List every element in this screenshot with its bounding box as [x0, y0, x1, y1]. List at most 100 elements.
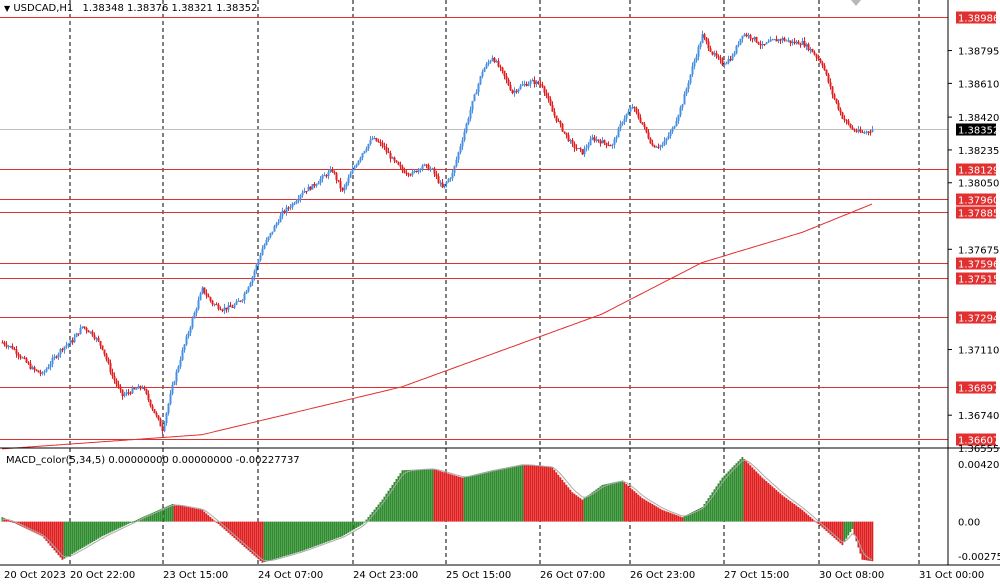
candle-body	[189, 327, 192, 333]
candle-body	[61, 349, 64, 351]
candle-body	[309, 186, 312, 190]
macd-bar	[655, 506, 658, 522]
macd-bar	[563, 482, 566, 522]
candle-body	[409, 174, 412, 176]
macd-bar	[729, 469, 732, 522]
candle-body	[491, 57, 494, 61]
candle-body	[619, 124, 622, 129]
candle-body	[297, 198, 300, 201]
candle-body	[333, 171, 336, 174]
macd-bar	[555, 472, 558, 522]
macd-bar	[307, 521, 310, 549]
candle-body	[689, 74, 692, 83]
candle-body	[779, 39, 782, 41]
candle-body	[11, 345, 14, 349]
time-axis-label: 26 Oct 23:00	[630, 570, 695, 581]
macd-bar	[119, 521, 122, 528]
macd-bar	[803, 511, 806, 522]
macd-bar	[215, 521, 218, 523]
candle-body	[417, 169, 420, 172]
macd-bar	[743, 459, 746, 522]
macd-bar	[395, 479, 398, 522]
macd-bar	[717, 483, 720, 522]
macd-bar	[825, 521, 828, 532]
candle-body	[89, 331, 92, 333]
macd-bar	[377, 504, 380, 522]
macd-bar	[521, 464, 524, 522]
candle-body	[585, 147, 588, 149]
macd-bar	[813, 520, 816, 522]
candle-body	[345, 182, 348, 187]
macd-bar	[849, 521, 852, 533]
macd-bar	[735, 463, 738, 522]
macd-bar	[367, 517, 370, 522]
candle-body	[323, 175, 326, 177]
macd-bar	[321, 521, 324, 544]
level-price-label: 1.37885	[958, 209, 999, 220]
candle-body	[115, 380, 118, 385]
candle-body	[745, 34, 748, 37]
candle-body	[281, 210, 284, 216]
macd-bar	[477, 473, 480, 522]
macd-bar	[599, 486, 602, 522]
candle-body	[211, 300, 214, 305]
symbol-menu-triangle-icon[interactable]: ▼	[4, 4, 11, 13]
price-axis-label: 1.38235	[958, 146, 999, 157]
candle-body	[501, 67, 504, 71]
candle-body	[49, 364, 52, 368]
macd-bar	[117, 521, 120, 529]
candle-body	[185, 336, 188, 345]
macd-bar	[559, 477, 562, 522]
macd-bar	[443, 472, 446, 522]
candle-body	[847, 120, 850, 124]
chart-shift-icon[interactable]	[851, 0, 861, 6]
macd-bar	[177, 505, 180, 522]
candle-body	[223, 307, 226, 311]
candle-body	[141, 387, 144, 389]
macd-bar	[689, 513, 692, 522]
macd-bar	[291, 521, 294, 554]
macd-bar	[267, 521, 270, 561]
horizontal-levels[interactable]	[0, 17, 948, 440]
macd-bar	[259, 521, 262, 561]
time-axis-label: 20 Oct 22:00	[70, 570, 135, 581]
macd-bar	[771, 486, 774, 522]
macd-bar	[635, 492, 638, 522]
candle-body	[405, 172, 408, 174]
macd-bar	[727, 471, 730, 522]
candle-body	[631, 106, 634, 109]
macd-bar	[745, 461, 748, 522]
candle-body	[829, 82, 832, 87]
candle-body	[177, 366, 180, 372]
macd-bar	[489, 470, 492, 522]
macd-bar	[657, 507, 660, 522]
macd-bar	[535, 465, 538, 522]
price-axis-label: 1.36555	[958, 444, 999, 455]
macd-bar	[525, 464, 528, 522]
candle-body	[433, 168, 436, 174]
candle-body	[823, 65, 826, 70]
macd-bar	[329, 521, 332, 541]
candle-body	[531, 79, 534, 82]
macd-bar	[433, 469, 436, 522]
candle-body	[803, 40, 806, 47]
macd-bar	[603, 484, 606, 522]
candle-body	[523, 83, 526, 85]
candle-body	[415, 170, 418, 172]
candle-body	[155, 413, 158, 416]
macd-bar	[81, 521, 84, 549]
candle-body	[825, 69, 828, 75]
candle-body	[859, 129, 862, 132]
candle-body	[381, 142, 384, 147]
candle-body	[55, 356, 58, 358]
macd-bar	[89, 521, 92, 544]
candle-body	[105, 354, 108, 360]
macd-bar	[695, 510, 698, 522]
macd-bar	[213, 520, 216, 522]
candle-body	[35, 369, 38, 371]
macd-bar	[115, 521, 118, 530]
macd-bar	[719, 480, 722, 522]
macd-bar	[671, 513, 674, 522]
